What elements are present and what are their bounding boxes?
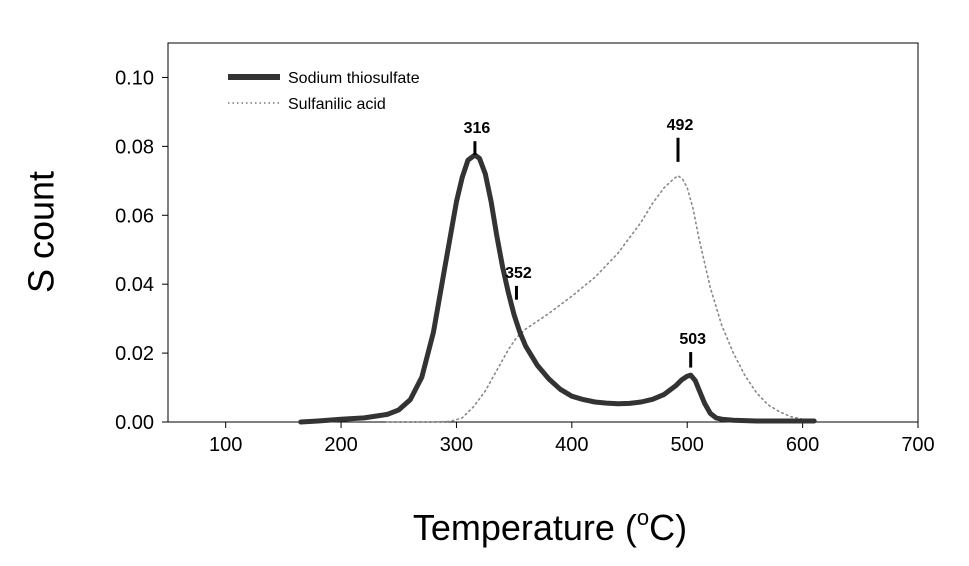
y-tick-label: 0.04 xyxy=(115,274,154,296)
annotations: 316 352 492 503 xyxy=(464,117,706,368)
x-tick-label: 500 xyxy=(671,434,704,456)
plot-area xyxy=(167,42,919,423)
y-axis-title: S count xyxy=(21,171,62,293)
annotation-label: 316 xyxy=(464,120,491,137)
x-axis-title: Temperature (oC) xyxy=(413,505,687,548)
legend-label-sodium-thiosulfate: Sodium thiosulfate xyxy=(288,70,420,87)
x-tick-label: 700 xyxy=(901,434,934,456)
y-tick-label: 0.10 xyxy=(115,67,154,89)
series-line-sulfanilic-acid xyxy=(386,174,815,423)
annotation-label: 492 xyxy=(667,117,694,134)
annotation-label: 503 xyxy=(679,331,706,348)
x-axis-title-main: Temperature ( xyxy=(413,507,637,548)
y-axis: 0.00 0.02 0.04 0.06 0.08 0.10 xyxy=(115,67,168,434)
x-axis-title-sup: o xyxy=(637,505,649,530)
annotation-label: 352 xyxy=(505,265,532,282)
legend-label-sulfanilic-acid: Sulfanilic acid xyxy=(288,96,386,113)
x-axis: 100 200 300 400 500 600 700 xyxy=(209,422,935,456)
x-tick-label: 600 xyxy=(786,434,819,456)
x-tick-label: 400 xyxy=(555,434,588,456)
y-tick-label: 0.08 xyxy=(115,136,154,158)
series-line-sodium-thiosulfate xyxy=(298,152,817,425)
x-tick-label: 300 xyxy=(440,434,473,456)
y-tick-label: 0.00 xyxy=(115,412,154,434)
x-axis-title-suffix: C) xyxy=(649,507,687,548)
x-tick-label: 100 xyxy=(209,434,242,456)
x-tick-label: 200 xyxy=(324,434,357,456)
legend: Sodium thiosulfate Sulfanilic acid xyxy=(228,70,420,113)
y-tick-label: 0.02 xyxy=(115,343,154,365)
series-layer xyxy=(298,152,817,425)
y-tick-label: 0.06 xyxy=(115,205,154,227)
